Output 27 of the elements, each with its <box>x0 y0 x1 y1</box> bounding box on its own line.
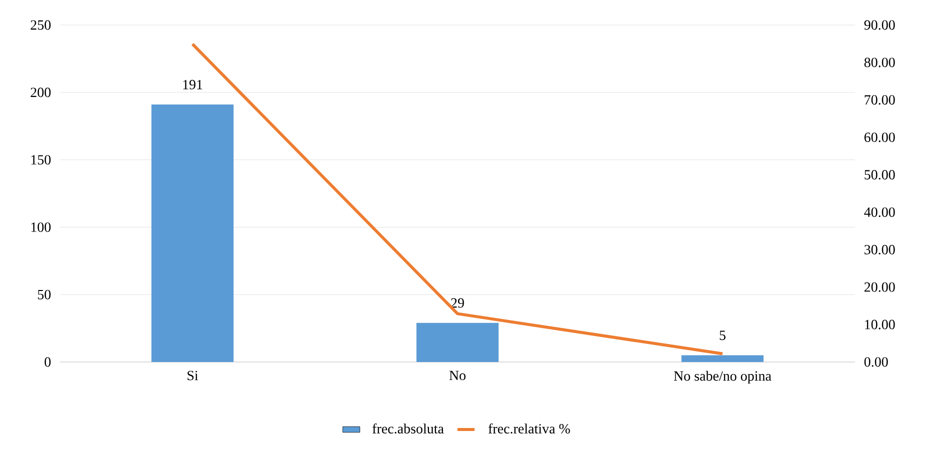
y2-tick-label: 90.00 <box>864 20 895 30</box>
x-tick-label: No sabe/no opina <box>674 370 772 384</box>
data-label: 5 <box>720 330 726 340</box>
y-tick-label: 100 <box>31 222 51 232</box>
x-tick-label: Si <box>188 370 198 380</box>
legend-label: frec.relativa % <box>488 423 570 434</box>
y2-tick-label: 0.00 <box>864 357 888 367</box>
y-tick-label: 150 <box>31 155 51 165</box>
y2-tick-label: 40.00 <box>864 207 895 217</box>
y-tick-label: 200 <box>30 88 51 98</box>
y-tick-label: 250 <box>30 20 51 30</box>
y-tick-label: 50 <box>38 290 51 300</box>
y2-tick-label: 20.00 <box>864 282 895 292</box>
data-label: 29 <box>451 298 464 308</box>
y-tick-label: 0 <box>44 357 51 367</box>
bar <box>151 104 234 362</box>
x-tick-label: No <box>449 370 466 380</box>
legend-label: frec.absoluta <box>372 423 444 434</box>
data-label: 191 <box>183 80 202 90</box>
y2-tick-label: 80.00 <box>864 58 895 68</box>
y2-tick-label: 50.00 <box>864 170 895 180</box>
bar <box>416 322 499 362</box>
y2-tick-label: 30.00 <box>864 244 895 254</box>
bar <box>681 355 764 362</box>
y2-tick-label: 60.00 <box>864 132 895 142</box>
y2-tick-label: 10.00 <box>865 320 895 330</box>
y2-tick-label: 70.00 <box>864 95 895 105</box>
